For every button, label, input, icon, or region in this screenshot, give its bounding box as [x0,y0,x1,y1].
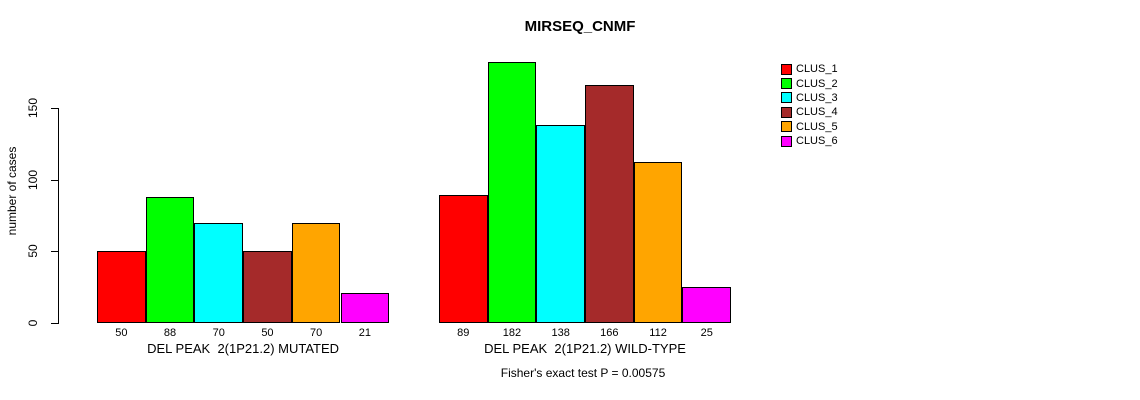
legend-swatch-clus_5 [781,121,792,133]
legend-item-clus_5: CLUS_5 [781,120,838,134]
y-axis-line [57,108,59,324]
bar-value-label: 88 [163,326,177,339]
bar-clus_5 [291,222,341,323]
bar-value-label: 89 [457,326,470,339]
y-axis-tick-label: 50 [26,244,40,259]
legend-label: CLUS_4 [796,106,838,119]
legend-item-clus_6: CLUS_6 [781,134,838,148]
bar-clus_2 [145,196,195,323]
legend-swatch-clus_1 [781,63,792,75]
legend-swatch-clus_4 [781,106,792,118]
y-axis-tick-label: 100 [26,169,40,190]
legend-item-clus_4: CLUS_4 [781,105,838,119]
legend-label: CLUS_1 [796,63,838,76]
legend-label: CLUS_5 [796,120,838,133]
bar-value-label: 70 [212,326,225,339]
bar-value-label: 50 [261,326,274,339]
group-axis-label: DEL PEAK 2(1P21.2) WILD-TYPE [484,341,686,356]
y-axis-tick [50,323,58,324]
bar-value-label: 182 [502,326,522,339]
bar-clus_1 [438,195,488,323]
legend-item-clus_3: CLUS_3 [781,91,838,105]
legend-label: CLUS_6 [796,135,838,148]
fisher-test-annotation: Fisher's exact test P = 0.00575 [500,366,666,380]
legend-swatch-clus_6 [781,135,792,147]
chart-title: MIRSEQ_CNMF [524,18,636,35]
legend-label: CLUS_3 [796,91,838,104]
y-axis-tick [50,108,58,109]
bar-value-label: 138 [551,326,570,339]
y-axis-tick-label: 0 [26,319,40,327]
legend-swatch-clus_2 [781,78,792,90]
bar-clus_3 [536,125,585,323]
bar-value-label: 166 [600,326,619,339]
legend-swatch-clus_3 [781,92,792,104]
bar-value-label: 21 [358,326,371,339]
legend-label: CLUS_2 [796,77,838,90]
bar-clus_2 [487,62,537,323]
bar-clus_1 [97,251,146,323]
bar-clus_5 [633,162,683,323]
group-axis-label: DEL PEAK 2(1P21.2) MUTATED [147,341,340,356]
y-axis-tick-label: 150 [26,97,40,119]
bar-clus_3 [194,222,244,323]
bar-value-label: 50 [115,326,128,339]
y-axis-tick [50,179,58,181]
bar-value-label: 112 [649,326,667,339]
bar-clus_4 [585,85,634,323]
y-axis-tick [50,251,58,253]
bar-clus_6 [682,287,732,323]
bar-clus_6 [340,292,390,323]
bar-value-label: 70 [310,326,323,339]
bar-value-label: 25 [700,326,713,339]
legend-item-clus_2: CLUS_2 [781,76,838,90]
legend-item-clus_1: CLUS_1 [781,62,838,76]
y-axis-label: number of cases [5,146,19,236]
bar-clus_4 [243,251,292,323]
legend: CLUS_1 CLUS_2 CLUS_3 CLUS_4 CLUS_5 CLUS_6 [781,62,838,148]
